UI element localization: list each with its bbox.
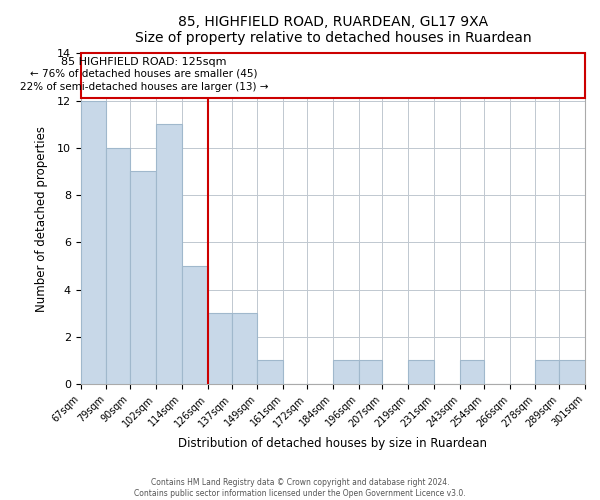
Text: 22% of semi-detached houses are larger (13) →: 22% of semi-detached houses are larger (… bbox=[20, 82, 268, 92]
Text: ← 76% of detached houses are smaller (45): ← 76% of detached houses are smaller (45… bbox=[31, 68, 258, 78]
Bar bbox=[460, 360, 484, 384]
X-axis label: Distribution of detached houses by size in Ruardean: Distribution of detached houses by size … bbox=[178, 437, 487, 450]
Bar bbox=[359, 360, 382, 384]
Y-axis label: Number of detached properties: Number of detached properties bbox=[35, 126, 49, 312]
Bar bbox=[232, 313, 257, 384]
Bar bbox=[130, 172, 156, 384]
Bar bbox=[106, 148, 130, 384]
Bar bbox=[559, 360, 585, 384]
Bar bbox=[80, 100, 106, 384]
Bar bbox=[333, 360, 359, 384]
Text: Contains HM Land Registry data © Crown copyright and database right 2024.
Contai: Contains HM Land Registry data © Crown c… bbox=[134, 478, 466, 498]
FancyBboxPatch shape bbox=[80, 54, 585, 98]
Bar bbox=[208, 313, 232, 384]
Bar bbox=[408, 360, 434, 384]
Bar bbox=[156, 124, 182, 384]
Title: 85, HIGHFIELD ROAD, RUARDEAN, GL17 9XA
Size of property relative to detached hou: 85, HIGHFIELD ROAD, RUARDEAN, GL17 9XA S… bbox=[134, 15, 531, 45]
Bar bbox=[257, 360, 283, 384]
Bar bbox=[535, 360, 559, 384]
Bar bbox=[182, 266, 208, 384]
Text: 85 HIGHFIELD ROAD: 125sqm: 85 HIGHFIELD ROAD: 125sqm bbox=[61, 56, 227, 66]
